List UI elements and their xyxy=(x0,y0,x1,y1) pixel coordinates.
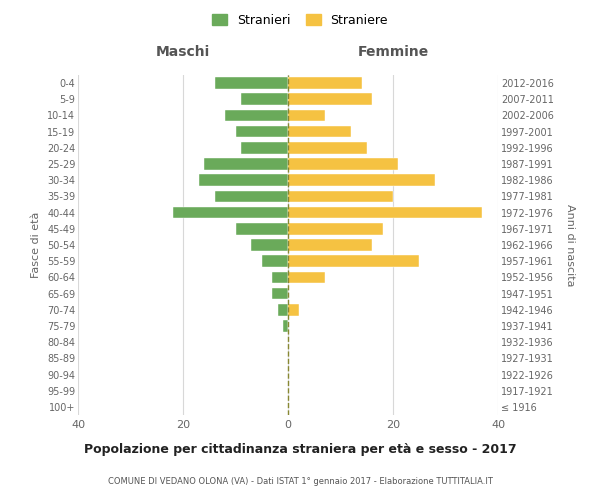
Text: Femmine: Femmine xyxy=(358,45,428,59)
Bar xyxy=(199,174,288,186)
Bar xyxy=(283,320,288,332)
Bar xyxy=(204,158,288,170)
Bar xyxy=(262,256,288,267)
Bar xyxy=(288,272,325,283)
Bar xyxy=(241,94,288,105)
Text: Popolazione per cittadinanza straniera per età e sesso - 2017: Popolazione per cittadinanza straniera p… xyxy=(83,442,517,456)
Bar xyxy=(215,78,288,89)
Bar xyxy=(215,190,288,202)
Bar xyxy=(235,126,288,138)
Bar xyxy=(251,239,288,251)
Y-axis label: Fasce di età: Fasce di età xyxy=(31,212,41,278)
Bar xyxy=(241,142,288,154)
Bar xyxy=(288,304,299,316)
Bar xyxy=(272,288,288,300)
Bar xyxy=(288,110,325,122)
Bar xyxy=(272,272,288,283)
Bar xyxy=(288,142,367,154)
Bar xyxy=(288,256,419,267)
Bar xyxy=(225,110,288,122)
Bar xyxy=(277,304,288,316)
Bar xyxy=(288,190,393,202)
Bar xyxy=(173,207,288,218)
Bar xyxy=(235,223,288,234)
Text: COMUNE DI VEDANO OLONA (VA) - Dati ISTAT 1° gennaio 2017 - Elaborazione TUTTITAL: COMUNE DI VEDANO OLONA (VA) - Dati ISTAT… xyxy=(107,478,493,486)
Bar xyxy=(288,207,482,218)
Bar xyxy=(288,126,351,138)
Text: Maschi: Maschi xyxy=(156,45,210,59)
Bar xyxy=(288,239,372,251)
Bar xyxy=(288,158,398,170)
Bar xyxy=(288,78,361,89)
Bar xyxy=(288,174,435,186)
Y-axis label: Anni di nascita: Anni di nascita xyxy=(565,204,575,286)
Legend: Stranieri, Straniere: Stranieri, Straniere xyxy=(209,11,391,29)
Bar xyxy=(288,94,372,105)
Bar xyxy=(288,223,383,234)
